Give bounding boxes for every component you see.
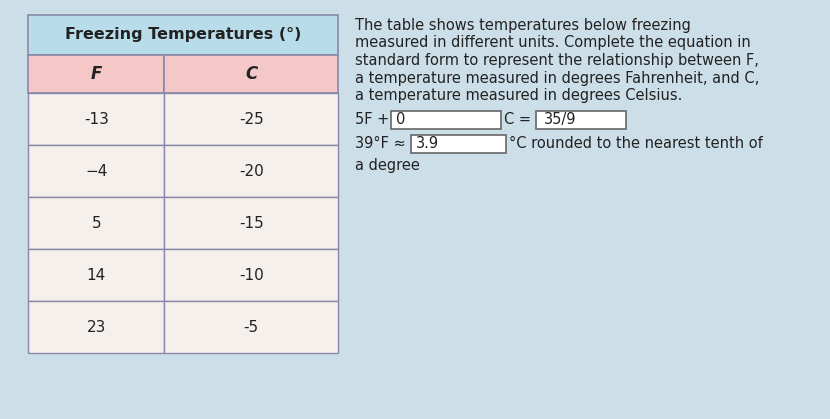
Bar xyxy=(164,249,338,301)
Text: 14: 14 xyxy=(86,267,106,282)
Bar xyxy=(164,301,338,353)
Bar xyxy=(164,55,338,93)
Bar xyxy=(164,197,338,249)
Text: 35/9: 35/9 xyxy=(544,112,577,127)
Bar xyxy=(536,111,626,129)
Text: measured in different units. Complete the equation in: measured in different units. Complete th… xyxy=(355,36,751,51)
Text: a temperature measured in degrees Fahrenheit, and C,: a temperature measured in degrees Fahren… xyxy=(355,70,759,85)
Bar xyxy=(391,111,501,129)
Bar xyxy=(164,93,338,145)
Text: -25: -25 xyxy=(239,111,264,127)
Text: 23: 23 xyxy=(86,320,106,334)
Text: C =: C = xyxy=(504,112,535,127)
Text: -15: -15 xyxy=(239,215,264,230)
Text: 5F +: 5F + xyxy=(355,112,394,127)
Text: 0: 0 xyxy=(396,112,405,127)
Text: 39°F ≈: 39°F ≈ xyxy=(355,136,410,151)
Text: -5: -5 xyxy=(244,320,259,334)
Text: standard form to represent the relationship between F,: standard form to represent the relations… xyxy=(355,53,759,68)
Bar xyxy=(28,249,164,301)
Bar xyxy=(164,145,338,197)
Bar xyxy=(28,145,164,197)
Text: °C rounded to the nearest tenth of: °C rounded to the nearest tenth of xyxy=(509,136,763,151)
Text: The table shows temperatures below freezing: The table shows temperatures below freez… xyxy=(355,18,691,33)
Bar xyxy=(28,197,164,249)
Text: F: F xyxy=(90,65,102,83)
Bar xyxy=(28,15,338,55)
Text: C: C xyxy=(245,65,257,83)
Text: -13: -13 xyxy=(84,111,109,127)
Text: 3.9: 3.9 xyxy=(416,136,439,151)
Bar xyxy=(28,93,164,145)
Bar xyxy=(28,55,164,93)
Text: -20: -20 xyxy=(239,163,264,178)
Bar xyxy=(28,301,164,353)
Text: -10: -10 xyxy=(239,267,264,282)
Text: a degree: a degree xyxy=(355,158,420,173)
Text: Freezing Temperatures (°): Freezing Temperatures (°) xyxy=(65,28,301,42)
Text: a temperature measured in degrees Celsius.: a temperature measured in degrees Celsiu… xyxy=(355,88,682,103)
Text: −4: −4 xyxy=(85,163,107,178)
Text: 5: 5 xyxy=(91,215,101,230)
Bar xyxy=(411,134,506,153)
